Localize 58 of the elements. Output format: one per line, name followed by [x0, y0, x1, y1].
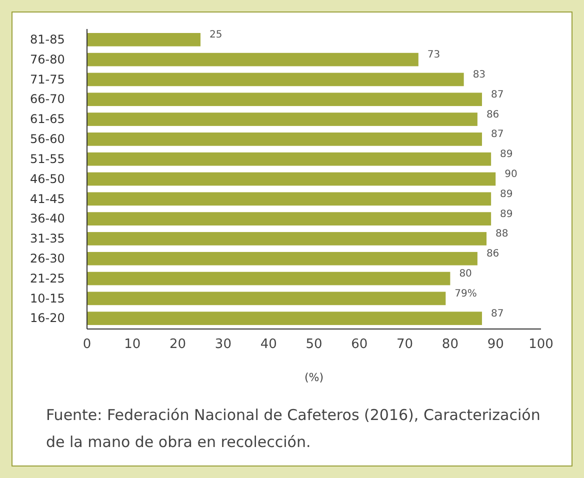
x-tick-label: 20	[170, 337, 186, 352]
y-tick-label: 66-70	[30, 92, 65, 106]
y-tick-label: 21-25	[30, 271, 65, 286]
data-label: 89	[500, 208, 513, 220]
y-tick-label: 26-30	[30, 251, 65, 266]
y-tick-label: 36-40	[30, 212, 65, 226]
y-tick-label: 81-85	[30, 32, 65, 46]
bar	[87, 212, 492, 226]
y-tick-label: 56-60	[30, 132, 65, 146]
data-label: 86	[486, 248, 500, 260]
x-tick-label: 30	[214, 337, 232, 352]
y-tick-label: 31-35	[30, 232, 65, 246]
bar	[87, 172, 496, 186]
bar	[87, 152, 492, 166]
data-label: 86	[486, 109, 500, 120]
data-label: 88	[496, 228, 508, 240]
x-tick-label: 10	[124, 337, 141, 352]
y-tick-label: 10-15	[30, 291, 65, 306]
y-tick-label: 61-65	[30, 112, 65, 126]
bar	[87, 192, 492, 206]
data-label: 89	[500, 149, 513, 160]
data-label: 89	[500, 188, 513, 200]
x-axis-title: (%)	[304, 371, 324, 384]
data-label: 80	[459, 268, 472, 280]
y-tick-label: 46-50	[30, 172, 65, 186]
data-label: 87	[490, 308, 504, 320]
bar	[87, 112, 478, 126]
data-label: 25	[210, 30, 222, 41]
bar	[87, 252, 478, 266]
data-label: 87	[490, 129, 504, 140]
bar	[87, 72, 464, 86]
data-label: 79%	[454, 288, 477, 300]
bar	[87, 292, 446, 306]
x-tick-label: 80	[442, 337, 458, 352]
data-label: 83	[472, 69, 486, 80]
data-label: 90	[504, 169, 518, 180]
x-tick-label: 100	[528, 337, 554, 352]
x-tick-label: 70	[396, 337, 414, 352]
y-tick-label: 41-45	[30, 192, 65, 206]
bar	[87, 132, 482, 146]
y-tick-label: 16-20	[30, 311, 65, 326]
x-tick-label: 60	[351, 337, 368, 352]
bar	[87, 32, 200, 46]
bar	[87, 272, 450, 286]
x-tick-label: 50	[306, 337, 322, 352]
x-tick-label: 90	[487, 337, 504, 352]
bar	[87, 52, 418, 66]
bar	[87, 232, 487, 246]
y-tick-label: 71-75	[30, 72, 65, 86]
data-label: 73	[427, 50, 440, 61]
data-label: 87	[490, 89, 504, 100]
bar	[87, 312, 482, 326]
x-tick-label: 0	[82, 337, 92, 352]
bar	[87, 92, 482, 106]
source-note: Fuente: Federación Nacional de Cafeteros (2016), Caracterización de la mano de obra en recolección.	[46, 406, 540, 451]
y-tick-label: 51-55	[30, 152, 65, 166]
x-tick-label: 40	[260, 337, 277, 352]
y-tick-label: 76-80	[30, 52, 65, 66]
